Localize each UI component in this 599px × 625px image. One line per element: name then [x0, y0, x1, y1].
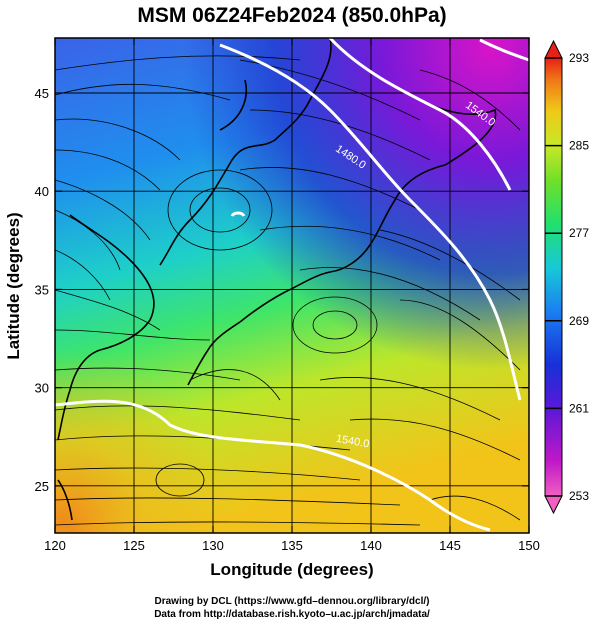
y-axis-ticks: 25 30 35 40 45	[35, 86, 529, 494]
x-axis-label: Longitude (degrees)	[210, 560, 373, 579]
x-tick-label: 125	[123, 538, 145, 553]
lat-lon-grid	[55, 38, 529, 533]
colorbar-tick-label: 261	[569, 401, 589, 415]
contour-label: 1540.0	[335, 433, 370, 451]
credit-drawing: Drawing by DCL (https://www.gfd–dennou.o…	[154, 596, 429, 607]
y-tick-label: 25	[35, 479, 49, 494]
x-tick-label: 150	[518, 538, 540, 553]
contour-upper	[328, 38, 512, 191]
y-axis-label: Latitude (degrees)	[4, 212, 23, 359]
colorbar-max-arrow	[544, 39, 563, 59]
colorbar-tick-label: 269	[569, 314, 589, 328]
contour-1480	[219, 43, 522, 401]
streamlines	[55, 55, 521, 526]
colorbar-tick-label: 285	[569, 139, 589, 153]
colorbar-tick-label: 277	[569, 226, 589, 240]
x-tick-label: 135	[281, 538, 303, 553]
x-tick-label: 130	[202, 538, 224, 553]
x-tick-label: 145	[439, 538, 461, 553]
colorbar-min-arrow	[544, 495, 563, 515]
x-axis-ticks: 120 125 130 135 140 145 150	[44, 38, 540, 553]
colorbar-ticks: 253 261 269 277 285 293	[545, 51, 589, 503]
contour-1540	[55, 399, 491, 532]
y-tick-label: 40	[35, 184, 49, 199]
contour-low-center	[230, 211, 246, 217]
x-tick-label: 140	[360, 538, 382, 553]
credit-data: Data from http://database.rish.kyoto–u.a…	[154, 609, 430, 620]
y-tick-label: 45	[35, 86, 49, 101]
x-tick-label: 120	[44, 538, 66, 553]
contour-ne-corner	[479, 38, 529, 62]
colorbar-tick-label: 293	[569, 51, 589, 65]
chart-title: MSM 06Z24Feb2024 (850.0hPa)	[137, 4, 446, 27]
colorbar-bar	[544, 57, 563, 497]
coastlines	[57, 38, 497, 521]
geopotential-contours	[55, 38, 529, 532]
y-tick-label: 35	[35, 282, 49, 297]
colorbar-tick-label: 253	[569, 489, 589, 503]
y-tick-label: 30	[35, 381, 49, 396]
colorbar: 253 261 269 277 285 293	[544, 39, 589, 515]
